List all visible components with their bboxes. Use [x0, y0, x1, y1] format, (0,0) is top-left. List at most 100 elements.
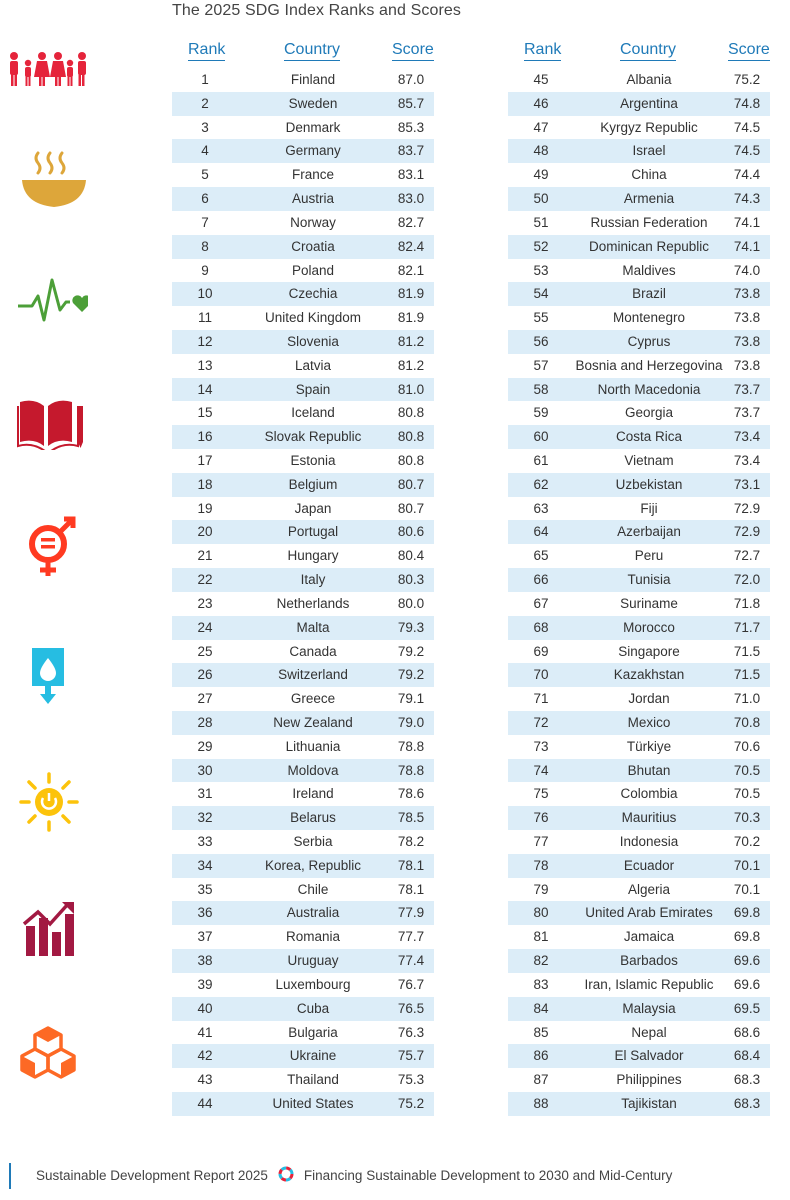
score-cell: 72.9 [733, 524, 761, 540]
score-cell: 82.1 [397, 262, 425, 278]
table-row: 58 North Macedonia 73.7 [508, 377, 770, 402]
rank-cell: 67 [533, 595, 549, 611]
score-cell: 74.8 [733, 95, 761, 111]
country-cell: Portugal [287, 524, 339, 540]
score-cell: 78.8 [397, 762, 425, 778]
rank-cell: 13 [197, 357, 213, 373]
score-cell: 70.3 [733, 810, 761, 826]
rank-cell: 64 [533, 524, 549, 540]
country-cell: Tajikistan [621, 1095, 677, 1111]
country-cell: Russian Federation [590, 214, 708, 230]
score-cell: 68.6 [733, 1024, 761, 1040]
rank-cell: 1 [201, 72, 209, 87]
country-cell: Serbia [293, 834, 333, 849]
country-cell: Lithuania [285, 738, 341, 754]
score-cell: 75.7 [397, 1048, 425, 1064]
rank-cell: 71 [533, 691, 549, 707]
rank-cell: 32 [197, 810, 213, 826]
rank-cell: 87 [533, 1072, 549, 1088]
rank-cell: 33 [197, 834, 213, 849]
table-row: 16 Slovak Republic 80.8 [172, 425, 434, 449]
score-cell: 73.7 [733, 405, 761, 421]
score-cell: 72.7 [733, 548, 761, 564]
rank-cell: 88 [533, 1095, 549, 1111]
table-row: 86 El Salvador 68.4 [508, 1044, 770, 1069]
country-cell: Uzbekistan [615, 476, 683, 492]
rank-cell: 68 [533, 619, 549, 635]
table-row: 32 Belarus 78.5 [172, 806, 434, 830]
table-row: 41 Bulgaria 76.3 [172, 1021, 434, 1045]
country-cell: Poland [291, 262, 335, 278]
score-cell: 75.2 [397, 1095, 425, 1111]
table-row: 26 Switzerland 79.2 [172, 663, 434, 688]
table-row: 63 Fiji 72.9 [508, 497, 770, 521]
rank-cell: 14 [197, 381, 213, 397]
rank-cell: 46 [533, 95, 549, 111]
table-row: 21 Hungary 80.4 [172, 544, 434, 568]
score-cell: 80.0 [397, 595, 425, 611]
sdg8-decent-work-icon [8, 896, 88, 960]
score-cell: 82.4 [397, 238, 425, 254]
country-cell: North Macedonia [597, 381, 701, 397]
rank-cell: 25 [197, 643, 213, 659]
rank-cell: 8 [201, 238, 209, 254]
rank-cell: 78 [533, 857, 549, 873]
country-cell: Netherlands [276, 595, 350, 611]
table-row: 18 Belgium 80.7 [172, 472, 434, 497]
country-cell: Latvia [294, 357, 332, 373]
score-cell: 87.0 [397, 72, 425, 87]
table-row: 11 United Kingdom 81.9 [172, 306, 434, 330]
country-cell: Türkiye [626, 738, 672, 754]
table-row: 40 Cuba 76.5 [172, 996, 434, 1021]
country-cell: Belgium [288, 476, 338, 492]
country-header: Country [284, 41, 341, 61]
score-cell: 68.3 [733, 1095, 761, 1111]
score-cell: 80.4 [397, 548, 425, 564]
score-cell: 73.8 [733, 357, 761, 373]
table-row: 79 Algeria 70.1 [508, 878, 770, 902]
rank-cell: 10 [197, 286, 213, 302]
table-row: 20 Portugal 80.6 [172, 520, 434, 545]
table-row: 85 Nepal 68.6 [508, 1021, 770, 1045]
rank-cell: 53 [533, 262, 549, 278]
table-row: 83 Iran, Islamic Republic 69.6 [508, 973, 770, 997]
table-row: 51 Russian Federation 74.1 [508, 211, 770, 235]
sdg6-clean-water-icon [8, 644, 88, 706]
table-row: 33 Serbia 78.2 [172, 830, 434, 854]
country-cell: Philippines [616, 1072, 682, 1088]
table-row: 34 Korea, Republic 78.1 [172, 853, 434, 878]
country-cell: Suriname [620, 595, 678, 611]
rank-cell: 12 [197, 333, 213, 349]
table-row: 25 Canada 79.2 [172, 640, 434, 664]
score-cell: 69.8 [733, 905, 761, 921]
table-row: 39 Luxembourg 76.7 [172, 973, 434, 997]
rank-table-left: Rank Country Score 1 Finland 87.0 2 Sweden 85… [172, 38, 434, 1116]
country-cell: Kyrgyz Republic [600, 119, 698, 135]
table-row: 24 Malta 79.3 [172, 615, 434, 640]
score-cell: 80.6 [397, 524, 425, 540]
score-cell: 76.7 [397, 976, 425, 992]
country-cell: Albania [626, 72, 672, 87]
country-cell: Morocco [623, 619, 675, 635]
footer-report-title: Sustainable Development Report 2025 [36, 1168, 268, 1183]
country-cell: Dominican Republic [588, 238, 710, 254]
country-cell: Georgia [624, 405, 674, 421]
table-row: 7 Norway 82.7 [172, 211, 434, 235]
country-cell: Nepal [631, 1024, 667, 1040]
rank-table-right: Rank Country Score 45 Albania 75.2 46 Argent… [508, 38, 770, 1116]
score-cell: 83.7 [397, 143, 425, 159]
country-cell: Maldives [622, 262, 676, 278]
rank-cell: 62 [533, 476, 549, 492]
table-row: 80 United Arab Emirates 69.8 [508, 901, 770, 926]
rank-cell: 36 [197, 905, 213, 921]
score-cell: 70.5 [733, 786, 761, 802]
table-row: 44 United States 75.2 [172, 1091, 434, 1116]
score-cell: 77.7 [397, 929, 425, 945]
country-cell: Malta [296, 619, 330, 635]
country-cell: Japan [294, 500, 332, 516]
rank-cell: 75 [533, 786, 549, 802]
table-row: 42 Ukraine 75.7 [172, 1044, 434, 1069]
rank-cell: 42 [197, 1048, 213, 1064]
rank-header: Rank [524, 41, 562, 61]
table-row: 9 Poland 82.1 [172, 259, 434, 283]
